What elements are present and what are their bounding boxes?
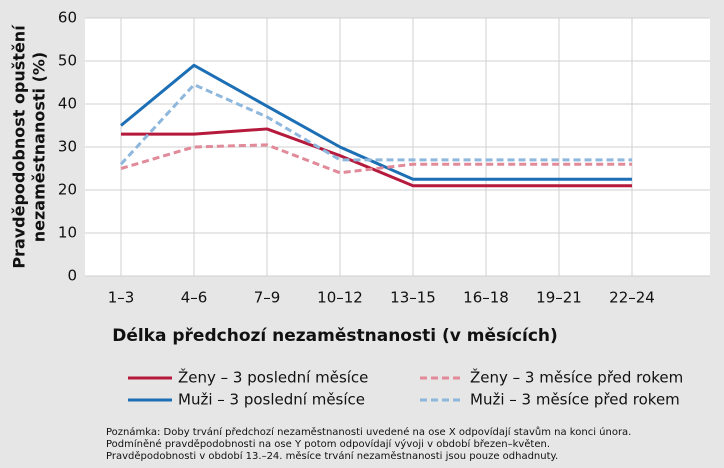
y-tick-label: 60 <box>58 9 77 27</box>
note: Poznámka: Doby trvání předchozí nezaměst… <box>106 426 631 438</box>
x-tick-label: 1–3 <box>108 289 135 307</box>
y-tick-label: 30 <box>58 138 77 156</box>
legend-label: Muži – 3 poslední měsíce <box>178 391 365 409</box>
series-line <box>119 83 632 166</box>
legend-label: Ženy – 3 poslední měsíce <box>178 368 368 387</box>
x-tick-label: 13–15 <box>390 289 436 307</box>
legend-label: Muži – 3 měsíce před rokem <box>470 391 680 409</box>
series-line <box>121 127 632 188</box>
y-tick-label: 10 <box>58 224 77 242</box>
y-tick-label: 50 <box>58 52 77 70</box>
y-tick-label: 0 <box>67 267 77 285</box>
y-axis-title: nezaměstnanosti (%) <box>30 52 49 243</box>
y-tick-label: 20 <box>58 181 77 199</box>
x-tick-label: 7–9 <box>254 289 281 307</box>
series-line <box>120 143 632 175</box>
x-tick-label: 19–21 <box>536 289 582 307</box>
x-tick-label: 22–24 <box>609 289 655 307</box>
x-tick-label: 16–18 <box>463 289 509 307</box>
note: Podmíněné pravděpodobnosti na ose Y poto… <box>106 438 550 450</box>
x-axis-title: Délka předchozí nezaměstnanosti (v měsíc… <box>112 326 558 346</box>
x-tick-label: 10–12 <box>317 289 363 307</box>
y-axis-title: Pravděpodobnost opuštění <box>10 24 29 269</box>
y-tick-label: 40 <box>58 95 77 113</box>
note: Pravděpodobnosti v období 13.–24. měsíce… <box>106 450 558 462</box>
x-tick-label: 4–6 <box>181 289 208 307</box>
series-line <box>120 63 632 181</box>
legend-label: Ženy – 3 měsíce před rokem <box>470 368 683 387</box>
